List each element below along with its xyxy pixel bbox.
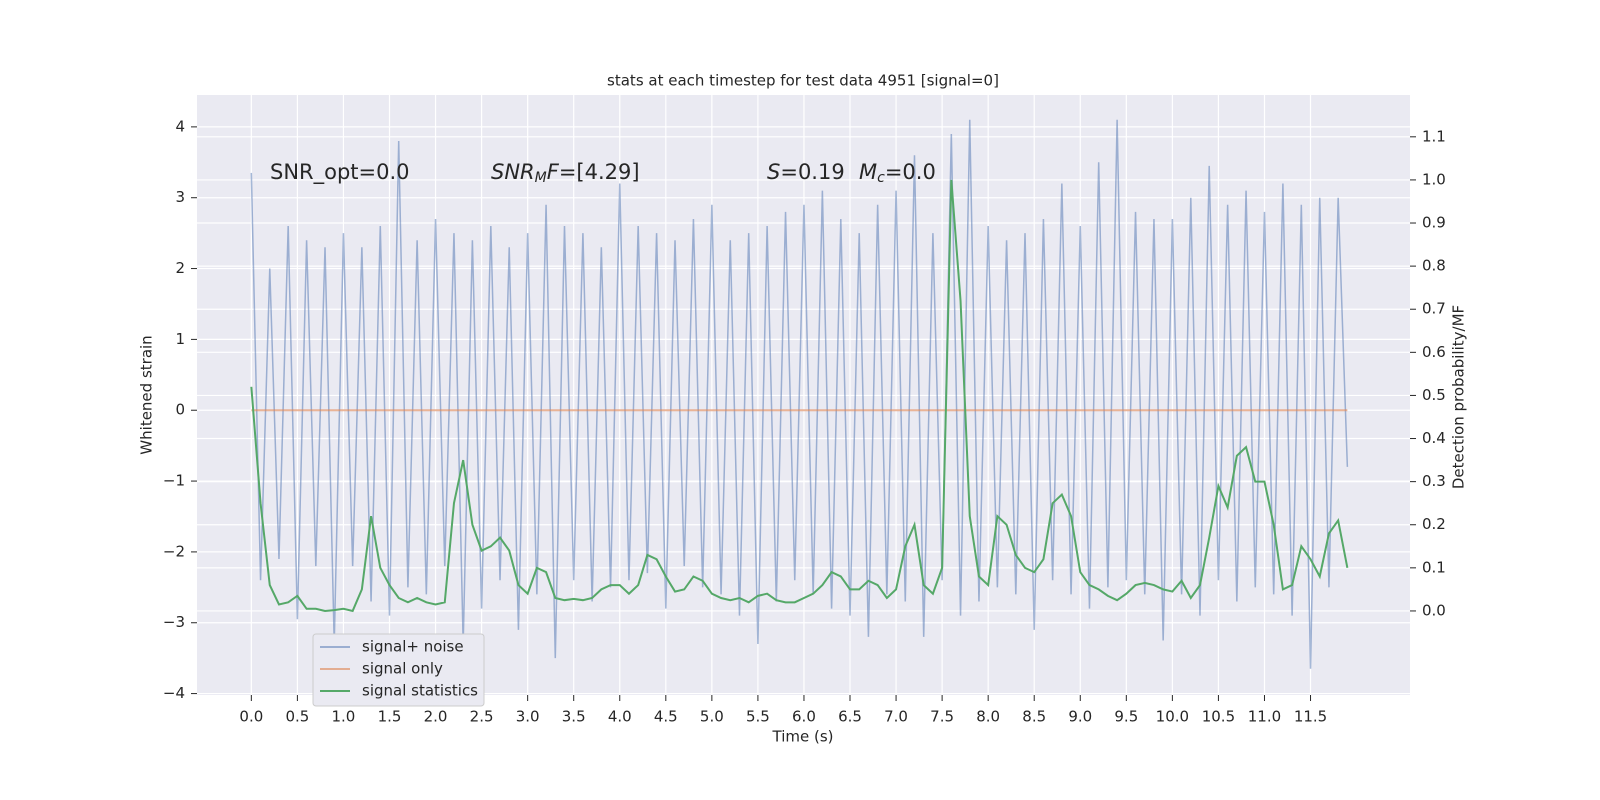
x-tick-label: 9.5 [1114,708,1138,726]
y2-tick-label: 0.5 [1422,386,1446,404]
annotation-part: c [877,170,885,186]
y2-axis-label: Detection probability/MF [1450,305,1468,489]
annotation: SNR_opt=0.0 [270,160,410,185]
annotation-part: =[4.29] [559,160,640,184]
y2-tick-label: 0.1 [1422,558,1446,576]
chart-title: stats at each timestep for test data 495… [607,72,999,90]
x-tick-label: 0.5 [285,708,309,726]
annotation-part: =0.0 [885,160,936,184]
y-tick-label: 4 [175,117,185,135]
x-tick-label: 2.5 [470,708,494,726]
x-tick-label: 11.0 [1248,708,1281,726]
x-tick-label: 5.5 [746,708,770,726]
annotation-part: =0.19 [780,160,844,184]
legend-label: signal only [362,660,443,678]
x-tick-label: 3.5 [562,708,586,726]
annotation-part: S [767,160,780,184]
series-line [250,119,1349,669]
x-axis-label: Time (s) [772,728,834,746]
y-tick-label: −4 [163,684,185,702]
y2-tick-label: 1.1 [1422,127,1446,145]
x-tick-label: 8.0 [976,708,1000,726]
x-tick-label: 10.0 [1156,708,1189,726]
x-tick-label: 4.5 [654,708,678,726]
annotation-part: M [859,160,877,184]
x-tick-label: 2.0 [424,708,448,726]
x-tick-label: 10.5 [1202,708,1235,726]
legend-label: signal statistics [362,682,478,700]
series-line [250,179,1349,613]
y2-tick-label: 0.6 [1422,343,1446,361]
annotation: SNRMF=[4.29] [491,160,640,186]
y-tick-label: 1 [175,330,185,348]
legend: signal+ noise signal only signal statistic… [312,633,485,707]
annotation-part: SNR_opt=0.0 [270,160,410,185]
y2-tick-label: 0.0 [1422,601,1446,619]
annotation: S=0.19 [767,160,845,184]
x-tick-label: 8.5 [1022,708,1046,726]
x-tick-label: 6.0 [792,708,816,726]
annotation-part: F [547,160,560,184]
legend-label: signal+ noise [362,638,464,656]
x-tick-label: 5.0 [700,708,724,726]
y-tick-label: −3 [163,613,185,631]
x-tick-label: 1.5 [378,708,402,726]
x-tick-label: 3.0 [516,708,540,726]
y2-tick-label: 0.9 [1422,214,1446,232]
y-tick-label: 0 [175,401,185,419]
y-tick-label: −1 [163,472,185,490]
x-tick-label: 11.5 [1294,708,1327,726]
y2-tick-label: 0.7 [1422,300,1446,318]
y-axis-label: Whitened strain [138,335,156,454]
y2-tick-label: 0.4 [1422,429,1446,447]
annotation-part: SNR [491,160,535,184]
x-tick-label: 6.5 [838,708,862,726]
x-tick-label: 4.0 [608,708,632,726]
y2-tick-label: 0.2 [1422,515,1446,533]
y-tick-label: −2 [163,542,185,560]
legend-box [312,633,485,707]
y2-tick-label: 1.0 [1422,170,1446,188]
y-tick-label: 2 [175,259,185,277]
x-tick-label: 0.0 [239,708,263,726]
y2-tick-label: 0.8 [1422,257,1446,275]
annotation: Mc=0.0 [859,160,936,186]
x-tick-label: 7.0 [884,708,908,726]
x-tick-label: 1.0 [332,708,356,726]
y-tick-label: 3 [175,188,185,206]
y2-tick-label: 0.3 [1422,472,1446,490]
x-tick-label: 7.5 [930,708,954,726]
x-tick-label: 9.0 [1068,708,1092,726]
annotation-part: M [535,170,547,186]
